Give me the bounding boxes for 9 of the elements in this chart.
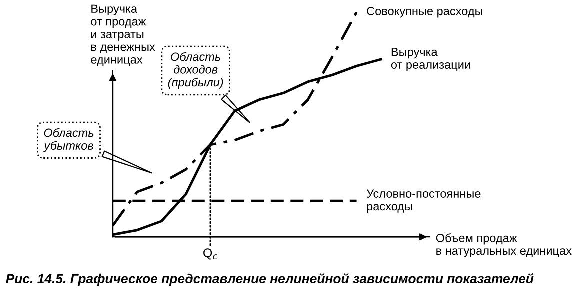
text: Q$_{c}$	[204, 248, 218, 260]
y-axis-title: Выручка от продаж и затраты в денежных единицах	[91, 4, 156, 66]
text: Рис. 14.5. Графическое представление нелинейной зависимости показателей	[6, 274, 534, 286]
text: Область убытков	[44, 128, 94, 152]
series-label: Выручка от реализации	[391, 48, 470, 72]
series-label: Условно-постоянные расходы	[366, 190, 481, 213]
x-axis-title: Объем продаж в натуральных единицах	[436, 234, 572, 258]
series-label: Совокупные расходы	[367, 7, 482, 18]
annotation: Область доходов (прибыли)	[168, 52, 224, 90]
